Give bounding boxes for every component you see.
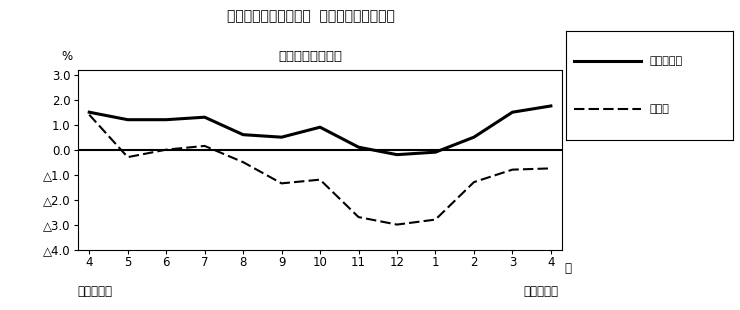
Text: 月: 月: [565, 262, 572, 275]
Text: 製造業: 製造業: [650, 104, 669, 114]
Text: 第３図　常用雇用指数  対前年同月比の推移: 第３図 常用雇用指数 対前年同月比の推移: [227, 9, 394, 23]
Text: 平成２３年: 平成２３年: [78, 285, 112, 298]
Text: 平成２４年: 平成２４年: [524, 285, 559, 298]
Text: 調査産業計: 調査産業計: [650, 56, 682, 66]
Text: %: %: [61, 50, 73, 63]
Text: （規模５人以上）: （規模５人以上）: [279, 50, 343, 63]
